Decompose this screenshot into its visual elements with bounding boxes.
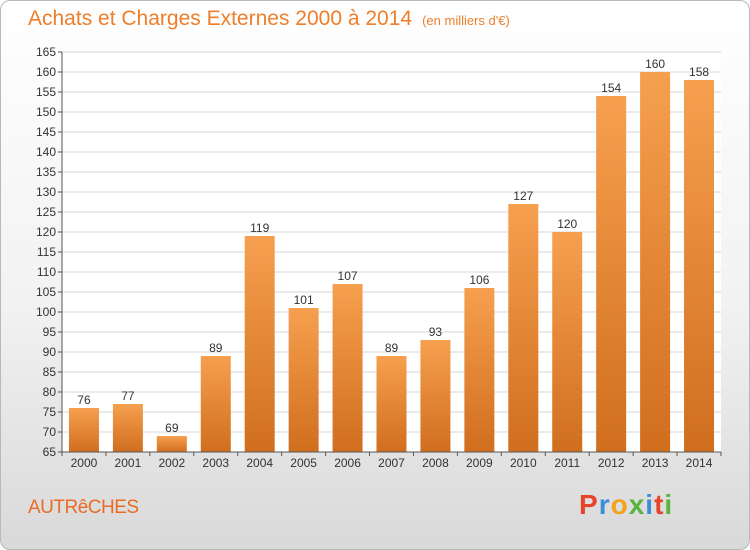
bar: [288, 308, 319, 452]
x-tick-label: 2014: [686, 456, 713, 470]
bar: [332, 284, 363, 452]
x-tick-label: 2008: [422, 456, 449, 470]
bar-value-label: 107: [338, 269, 358, 283]
y-tick-label: 160: [36, 65, 56, 79]
bar: [376, 356, 407, 452]
y-tick-label: 115: [37, 245, 56, 259]
y-tick-label: 135: [36, 165, 56, 179]
bar-value-label: 69: [165, 421, 179, 435]
bar: [112, 404, 143, 452]
bar: [596, 96, 627, 452]
x-tick-label: 2010: [510, 456, 537, 470]
logo-letter: o: [610, 489, 629, 520]
y-tick-label: 100: [36, 305, 56, 319]
bar-value-label: 154: [601, 81, 621, 95]
bar-chart: 76 7769891191011078993106127120154160158 …: [36, 45, 722, 470]
bar: [200, 356, 231, 452]
bar: [244, 236, 275, 452]
bar: [508, 204, 539, 452]
y-tick-label: 110: [37, 265, 56, 279]
chart-title: Achats et Charges Externes 2000 à 2014 (e…: [28, 7, 510, 31]
logo-letter: P: [579, 489, 599, 520]
y-tick-label: 65: [43, 445, 57, 459]
bar-value-label: 119: [250, 221, 269, 235]
logo-letter: x: [628, 489, 646, 520]
bars: 76 77 69 89 119 101 107 89 93 106 127 120 154 160 158: [68, 57, 715, 452]
x-tick-label: 2013: [642, 456, 669, 470]
bar-value-label: 106: [469, 273, 489, 287]
bar: [420, 340, 451, 452]
bar: [552, 232, 583, 452]
bar-value-label: 76: [77, 393, 91, 407]
logo-letter: r: [598, 489, 611, 520]
y-tick-label: 165: [36, 45, 56, 59]
axes: 65 70 75 80 85 90 95 100 105 110 115 120 125 130 135 14…: [36, 45, 722, 470]
bar: [156, 436, 187, 452]
bar-value-label: 77: [121, 389, 135, 403]
x-tick-label: 2011: [554, 456, 580, 470]
y-tick-label: 145: [36, 125, 56, 139]
y-tick-label: 125: [36, 205, 56, 219]
logo-letter: t: [654, 489, 665, 520]
bar-value-label: 127: [513, 189, 533, 203]
y-tick-label: 150: [36, 105, 56, 119]
x-tick-label: 2005: [290, 456, 317, 470]
bar-value-label: 158: [689, 65, 709, 79]
x-tick-label: 2000: [71, 456, 98, 470]
y-tick-label: 70: [43, 425, 57, 439]
bar-value-label: 93: [429, 325, 443, 339]
y-tick-label: 75: [43, 405, 57, 419]
bar-value-label: 89: [385, 341, 399, 355]
x-tick-label: 2003: [202, 456, 229, 470]
y-tick-label: 85: [43, 365, 57, 379]
bar: [684, 80, 715, 452]
y-tick-label: 130: [36, 185, 56, 199]
y-tick-label: 120: [36, 225, 56, 239]
y-tick-label: 140: [36, 145, 56, 159]
x-tick-label: 2009: [466, 456, 493, 470]
bar: [68, 408, 99, 452]
x-tick-label: 2012: [598, 456, 625, 470]
commune-name: AUTRêCHES: [28, 497, 139, 518]
bar-value-label: 120: [557, 217, 577, 231]
y-tick-label: 105: [36, 285, 56, 299]
bar-value-label: 160: [645, 57, 665, 71]
logo-letter: i: [645, 489, 655, 520]
y-tick-label: 155: [36, 85, 56, 99]
bar: [640, 72, 671, 452]
x-tick-label: 2007: [378, 456, 405, 470]
x-tick-label: 2001: [115, 456, 142, 470]
logo-letter: i: [664, 489, 674, 520]
bar-value-label: 89: [209, 341, 223, 355]
y-tick-label: 90: [43, 345, 57, 359]
bar-value-label: 101: [294, 293, 314, 307]
y-tick-label: 95: [43, 325, 57, 339]
x-tick-label: 2002: [158, 456, 185, 470]
bar: [464, 288, 495, 452]
chart-unit: (en milliers d'€): [422, 13, 510, 28]
x-tick-label: 2006: [334, 456, 361, 470]
x-tick-label: 2004: [246, 456, 273, 470]
proxiti-logo: Proxiti: [579, 489, 673, 521]
y-tick-label: 80: [43, 385, 57, 399]
chart-title-text: Achats et Charges Externes 2000 à 2014: [28, 7, 413, 30]
